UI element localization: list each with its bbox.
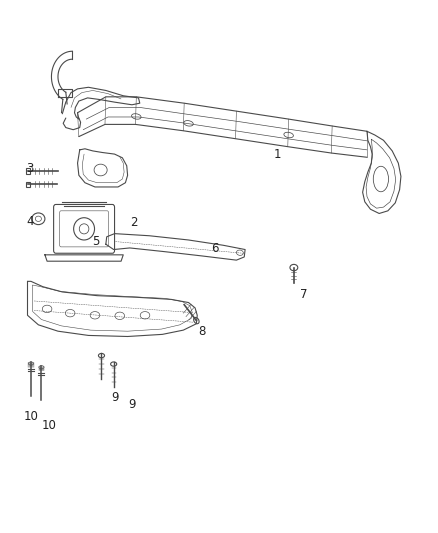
Text: 8: 8 <box>198 325 205 338</box>
Text: 3: 3 <box>27 163 34 175</box>
Text: 7: 7 <box>300 288 307 301</box>
Bar <box>26 182 30 187</box>
Text: 9: 9 <box>128 398 136 411</box>
Text: 5: 5 <box>92 235 99 248</box>
Text: 4: 4 <box>27 215 34 229</box>
Text: 10: 10 <box>42 419 57 432</box>
Text: 10: 10 <box>24 409 39 423</box>
Bar <box>26 168 30 174</box>
Text: 2: 2 <box>130 216 138 229</box>
Text: 9: 9 <box>111 392 119 405</box>
Text: 6: 6 <box>212 242 219 255</box>
Text: 1: 1 <box>273 148 281 160</box>
